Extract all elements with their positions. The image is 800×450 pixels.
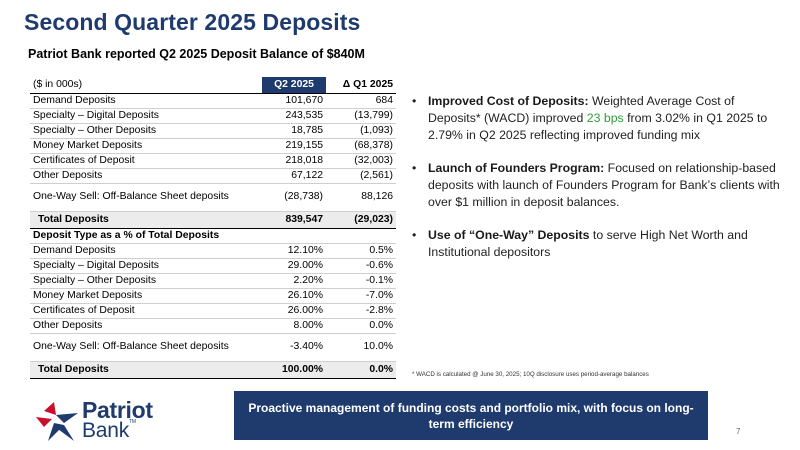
q2-2025-value: 839,547 [262,210,326,229]
table-header-row: ($ in 000s) Q2 2025 Δ Q1 2025 [30,77,396,94]
table-row: One-Way Sell: Off-Balance Sheet deposits… [30,333,396,362]
row-label: Other Deposits [30,168,262,184]
bullet-text: Focused on relationship-based deposits w… [428,161,780,209]
delta-q1-value: 684 [326,93,396,109]
table-row: Specialty – Other Deposits 18,785 (1,093) [30,123,396,139]
key-points: • Improved Cost of Deposits: Weighted Av… [412,93,784,277]
q2-2025-value: -3.40% [262,333,326,362]
header-delta-q1-2025: Δ Q1 2025 [326,77,396,94]
row-label: Specialty – Other Deposits [30,273,262,289]
row-label: Money Market Deposits [30,288,262,304]
q2-2025-value: 243,535 [262,108,326,124]
q2-2025-value: 26.10% [262,288,326,304]
q2-2025-value: (28,738) [262,183,326,212]
bullet-heading: Launch of Founders Program: [428,161,605,175]
delta-q1-value: (1,093) [326,123,396,139]
q2-2025-value: 18,785 [262,123,326,139]
row-label: Certificates of Deposit [30,153,262,169]
deposits-table: ($ in 000s) Q2 2025 Δ Q1 2025 Demand Dep… [30,77,396,379]
total-mix-row: Total Deposits 100.00% 0.0% [30,360,396,379]
table-row: One-Way Sell: Off-Balance Sheet deposits… [30,183,396,212]
delta-q1-value: (2,561) [326,168,396,184]
delta-q1-value: (13,799) [326,108,396,124]
row-label: Certificates of Deposit [30,303,262,319]
table-row: Money Market Deposits 219,155 (68,378) [30,138,396,154]
row-label: Total Deposits [30,360,262,379]
page-title: Second Quarter 2025 Deposits [24,9,361,35]
row-label: Specialty – Digital Deposits [30,108,262,124]
delta-q1-value: -2.8% [326,303,396,319]
page-number: 7 [736,427,741,436]
section-heading: Deposit Type as a % of Total Deposits [30,228,396,244]
q2-2025-value: 100.00% [262,360,326,379]
delta-q1-value: 0.0% [326,360,396,379]
bullet-dot: • [412,94,417,108]
row-label: Money Market Deposits [30,138,262,154]
delta-q1-value: -0.1% [326,273,396,289]
delta-q1-value: (68,378) [326,138,396,154]
page-subtitle: Patriot Bank reported Q2 2025 Deposit Ba… [28,47,365,61]
bullet-heading: Use of “One-Way” Deposits [428,228,590,242]
footnote: * WACD is calculated @ June 30, 2025; 10… [412,371,649,378]
q2-2025-value: 67,122 [262,168,326,184]
section-header-row: Deposit Type as a % of Total Deposits [30,228,396,244]
table-row: Money Market Deposits 26.10% -7.0% [30,288,396,304]
delta-q1-value: -0.6% [326,258,396,274]
q2-2025-value: 2.20% [262,273,326,289]
logo-bank-text: Bank [82,419,130,442]
row-label: One-Way Sell: Off-Balance Sheet deposits [30,183,262,212]
q2-2025-value: 26.00% [262,303,326,319]
row-label: Specialty – Digital Deposits [30,258,262,274]
delta-q1-value: (32,003) [326,153,396,169]
logo-trademark: TM [129,419,136,425]
table-row: Specialty – Other Deposits 2.20% -0.1% [30,273,396,289]
row-label: Demand Deposits [30,243,262,259]
row-label: Total Deposits [30,210,262,229]
bullet-dot: • [412,161,417,175]
table-row: Demand Deposits 12.10% 0.5% [30,243,396,259]
table-row: Certificates of Deposit 218,018 (32,003) [30,153,396,169]
bps-highlight: 23 bps [586,111,624,125]
q2-2025-value: 29.00% [262,258,326,274]
logo-wordmark-bank: BankTM [82,419,136,443]
patriot-bank-logo: Patriot BankTM [34,395,174,445]
q2-2025-value: 101,670 [262,93,326,109]
bullet-one-way-deposits: • Use of “One-Way” Deposits to serve Hig… [412,227,784,261]
delta-q1-value: 0.5% [326,243,396,259]
delta-q1-value: -7.0% [326,288,396,304]
total-deposits-row: Total Deposits 839,547 (29,023) [30,210,396,229]
table-row: Specialty – Digital Deposits 29.00% -0.6% [30,258,396,274]
bullet-text: from 3.02% in Q1 2025 to 2.79% in Q2 202… [428,111,768,142]
row-label: Demand Deposits [30,93,262,109]
row-label: One-Way Sell: Off-Balance Sheet deposits [30,333,262,362]
table-row: Certificates of Deposit 26.00% -2.8% [30,303,396,319]
header-label: ($ in 000s) [30,77,262,94]
header-q2-2025: Q2 2025 [262,77,326,94]
q2-2025-value: 219,155 [262,138,326,154]
q2-2025-value: 8.00% [262,318,326,334]
q2-2025-value: 218,018 [262,153,326,169]
table-row: Other Deposits 67,122 (2,561) [30,168,396,184]
logo-wordmark-patriot: Patriot [82,397,153,423]
row-label: Other Deposits [30,318,262,334]
summary-banner: Proactive management of funding costs an… [234,391,708,440]
bullet-cost-of-deposits: • Improved Cost of Deposits: Weighted Av… [412,93,784,144]
bullet-dot: • [412,228,417,242]
delta-q1-value: 0.0% [326,318,396,334]
star-icon [36,402,78,441]
table-row: Specialty – Digital Deposits 243,535 (13,7… [30,108,396,124]
table-row: Other Deposits 8.00% 0.0% [30,318,396,334]
delta-q1-value: 10.0% [326,333,396,362]
bullet-text: to serve High Net Worth and Institutiona… [428,228,748,259]
bullet-founders-program: • Launch of Founders Program: Focused on… [412,160,784,211]
row-label: Specialty – Other Deposits [30,123,262,139]
table-row: Demand Deposits 101,670 684 [30,93,396,109]
delta-q1-value: 88,126 [326,183,396,212]
delta-q1-value: (29,023) [326,210,396,229]
q2-2025-value: 12.10% [262,243,326,259]
bullet-heading: Improved Cost of Deposits: [428,94,589,108]
bullet-text: Weighted Average Cost of Deposits* (WACD… [428,94,735,125]
